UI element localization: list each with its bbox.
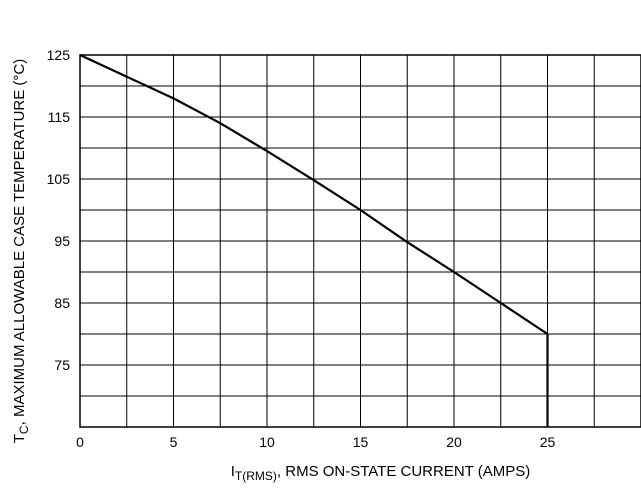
y-axis-label-sub: C (17, 425, 31, 434)
y-axis-label-main: T (11, 434, 28, 443)
x-tick-label-20: 20 (446, 434, 462, 450)
series-line (79, 54, 549, 427)
x-tick-label-5: 5 (170, 434, 178, 450)
x-tick-labels: 0 5 10 15 20 25 (76, 434, 555, 450)
x-axis-label-sub: T(RMS) (235, 469, 277, 483)
x-tick-label-25: 25 (540, 434, 556, 450)
x-axis-label-rest: , RMS ON-STATE CURRENT (AMPS) (277, 463, 530, 480)
x-axis-label-main: I (231, 463, 235, 480)
y-tick-label-95: 95 (54, 233, 70, 249)
plot-frame (79, 54, 641, 428)
y-tick-labels: 75 85 95 105 115 125 (47, 47, 71, 373)
x-tick-label-0: 0 (76, 434, 84, 450)
y-tick-label-105: 105 (47, 171, 71, 187)
y-axis-label: TC, MAXIMUM ALLOWABLE CASE TEMPERATURE (… (11, 59, 31, 443)
y-tick-label-75: 75 (54, 357, 70, 373)
y-tick-label-125: 125 (47, 47, 71, 63)
x-tick-label-15: 15 (353, 434, 369, 450)
y-tick-label-115: 115 (48, 109, 71, 125)
grid (80, 55, 641, 427)
y-tick-label-85: 85 (54, 295, 70, 311)
x-axis-label: IT(RMS), RMS ON-STATE CURRENT (AMPS) (231, 463, 531, 483)
x-tick-label-10: 10 (259, 434, 275, 450)
y-axis-label-rest: , MAXIMUM ALLOWABLE CASE TEMPERATURE (°C… (11, 59, 28, 426)
